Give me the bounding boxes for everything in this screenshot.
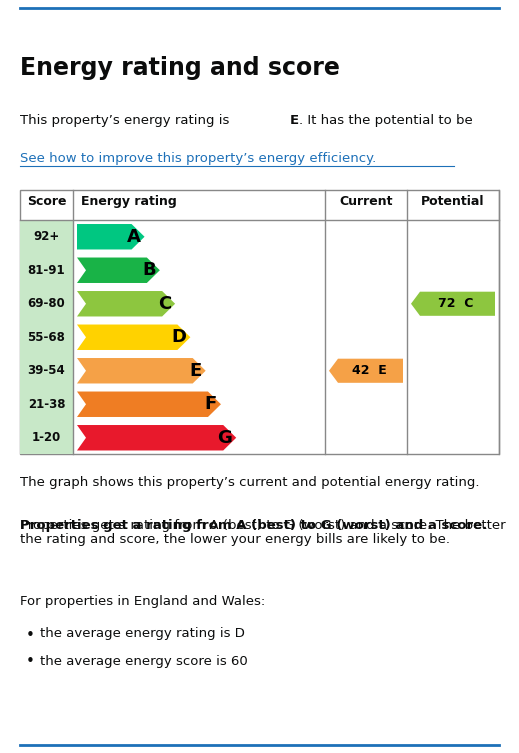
- Text: Properties get a rating from A (best) to G (worst) and a score. The better the r: Properties get a rating from A (best) to…: [20, 519, 506, 547]
- Polygon shape: [77, 358, 206, 383]
- Bar: [20, 354, 73, 388]
- Text: E: E: [290, 114, 299, 127]
- Bar: [20, 220, 73, 254]
- Text: Energy rating and score: Energy rating and score: [20, 56, 340, 80]
- Polygon shape: [77, 392, 221, 417]
- Polygon shape: [411, 291, 495, 316]
- Text: . It has the potential to be: . It has the potential to be: [299, 114, 477, 127]
- Text: Potential: Potential: [421, 195, 485, 208]
- Text: Properties get a rating from A (best) to G (worst) and a score.: Properties get a rating from A (best) to…: [20, 519, 487, 532]
- Text: 69-80: 69-80: [28, 297, 65, 310]
- Polygon shape: [77, 325, 190, 350]
- Text: C: C: [158, 294, 171, 312]
- Text: D: D: [171, 328, 186, 346]
- Polygon shape: [77, 291, 175, 316]
- Text: 39-54: 39-54: [28, 364, 65, 377]
- Text: the average energy score is 60: the average energy score is 60: [40, 654, 248, 667]
- Text: the average energy rating is D: the average energy rating is D: [40, 627, 245, 641]
- Text: •: •: [25, 627, 34, 642]
- Text: Score: Score: [27, 195, 66, 208]
- Text: E: E: [189, 361, 202, 380]
- Text: 21-38: 21-38: [28, 398, 65, 410]
- Text: 55-68: 55-68: [28, 331, 65, 344]
- Text: This property’s energy rating is: This property’s energy rating is: [20, 114, 234, 127]
- Text: 92+: 92+: [33, 230, 60, 243]
- Text: G: G: [217, 428, 232, 447]
- Text: For properties in England and Wales:: For properties in England and Wales:: [20, 595, 265, 608]
- Bar: [20, 321, 73, 354]
- Text: See how to improve this property’s energy efficiency.: See how to improve this property’s energ…: [20, 152, 376, 165]
- Bar: [20, 287, 73, 321]
- Text: 72  C: 72 C: [439, 297, 474, 310]
- Bar: [20, 421, 73, 455]
- Text: •: •: [25, 654, 34, 669]
- Polygon shape: [77, 425, 236, 450]
- Bar: [20, 190, 499, 455]
- Polygon shape: [329, 358, 403, 383]
- Bar: [20, 254, 73, 287]
- Text: B: B: [142, 261, 156, 279]
- Text: A: A: [127, 227, 141, 245]
- Text: Current: Current: [339, 195, 393, 208]
- Text: Energy rating: Energy rating: [81, 195, 177, 208]
- Text: F: F: [204, 395, 217, 413]
- Text: 42  E: 42 E: [352, 364, 386, 377]
- Text: 1-20: 1-20: [32, 431, 61, 444]
- Polygon shape: [77, 224, 145, 249]
- Bar: [20, 388, 73, 421]
- Text: 81-91: 81-91: [28, 264, 65, 277]
- Text: The graph shows this property’s current and potential energy rating.: The graph shows this property’s current …: [20, 477, 480, 489]
- Polygon shape: [77, 258, 160, 283]
